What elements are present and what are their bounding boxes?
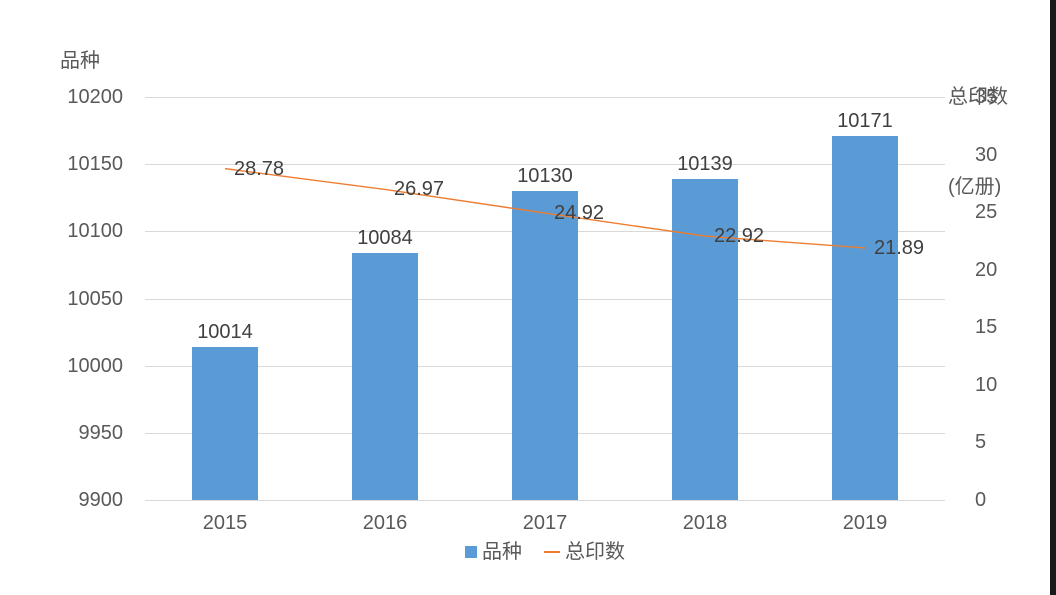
- x-axis-tick-label: 2015: [202, 512, 248, 534]
- x-axis-tick-label: 2019: [842, 512, 888, 534]
- left-axis-title: 品种: [60, 50, 100, 72]
- right-axis-tick-label: 35: [975, 86, 998, 108]
- right-axis-tick-label: 0: [975, 489, 987, 511]
- bar-2019: [832, 135, 898, 500]
- x-axis-tick-label: 2017: [522, 512, 568, 534]
- gridline: [145, 164, 945, 166]
- left-axis-tick-label: 10050: [67, 287, 123, 310]
- line-data-label: 21.89: [874, 236, 925, 259]
- legend: 品种 总印数: [145, 540, 945, 564]
- right-axis-tick-label: 15: [975, 316, 998, 339]
- legend-label: 品种: [482, 541, 522, 563]
- legend-square-marker-icon: [465, 546, 477, 558]
- gridline: [145, 500, 945, 501]
- line-data-label: 28.78: [234, 157, 285, 180]
- line-data-label: 22.92: [714, 225, 765, 248]
- left-axis-tick-label: 9900: [78, 489, 124, 511]
- bar-data-label: 10139: [677, 152, 733, 175]
- bar-data-label: 10084: [357, 226, 413, 249]
- gridline: [145, 97, 945, 98]
- right-axis-tick-label: 30: [975, 143, 998, 166]
- right-axis-title-line1: 总印数: [948, 86, 1008, 108]
- bar-data-label: 10130: [517, 165, 573, 188]
- left-axis-tick-label: 10100: [67, 220, 123, 243]
- right-axis-tick-label: 20: [975, 258, 998, 281]
- right-axis-tick-label: 10: [975, 373, 998, 396]
- left-axis-tick-label: 9950: [78, 421, 124, 444]
- left-axis-tick-label: 10000: [67, 354, 123, 377]
- x-axis-tick-label: 2018: [682, 512, 728, 534]
- legend-line-marker-icon: [544, 551, 560, 553]
- legend-item-总印数: 总印数: [544, 540, 625, 564]
- right-axis-title-line2: (亿册): [948, 176, 1002, 198]
- right-edge-border: [1050, 0, 1056, 595]
- left-axis-tick-label: 10200: [67, 86, 123, 108]
- right-axis-title: 总印数 (亿册): [948, 22, 1008, 262]
- bar-2017: [512, 191, 578, 500]
- line-path: [224, 167, 866, 249]
- bar-2016: [352, 252, 418, 500]
- bar-data-label: 10171: [837, 109, 893, 132]
- bar-2015: [192, 346, 258, 500]
- bar-data-label: 10014: [197, 320, 253, 343]
- line-data-label: 26.97: [394, 178, 445, 201]
- x-axis-tick-label: 2016: [362, 512, 408, 534]
- left-axis-tick-label: 10150: [67, 153, 123, 176]
- right-axis-tick-label: 5: [975, 431, 987, 454]
- line-series: [224, 167, 866, 249]
- legend-label: 总印数: [565, 541, 625, 563]
- legend-item-品种: 品种: [465, 540, 522, 564]
- right-axis-tick-label: 25: [975, 201, 998, 224]
- line-data-label: 24.92: [554, 202, 605, 225]
